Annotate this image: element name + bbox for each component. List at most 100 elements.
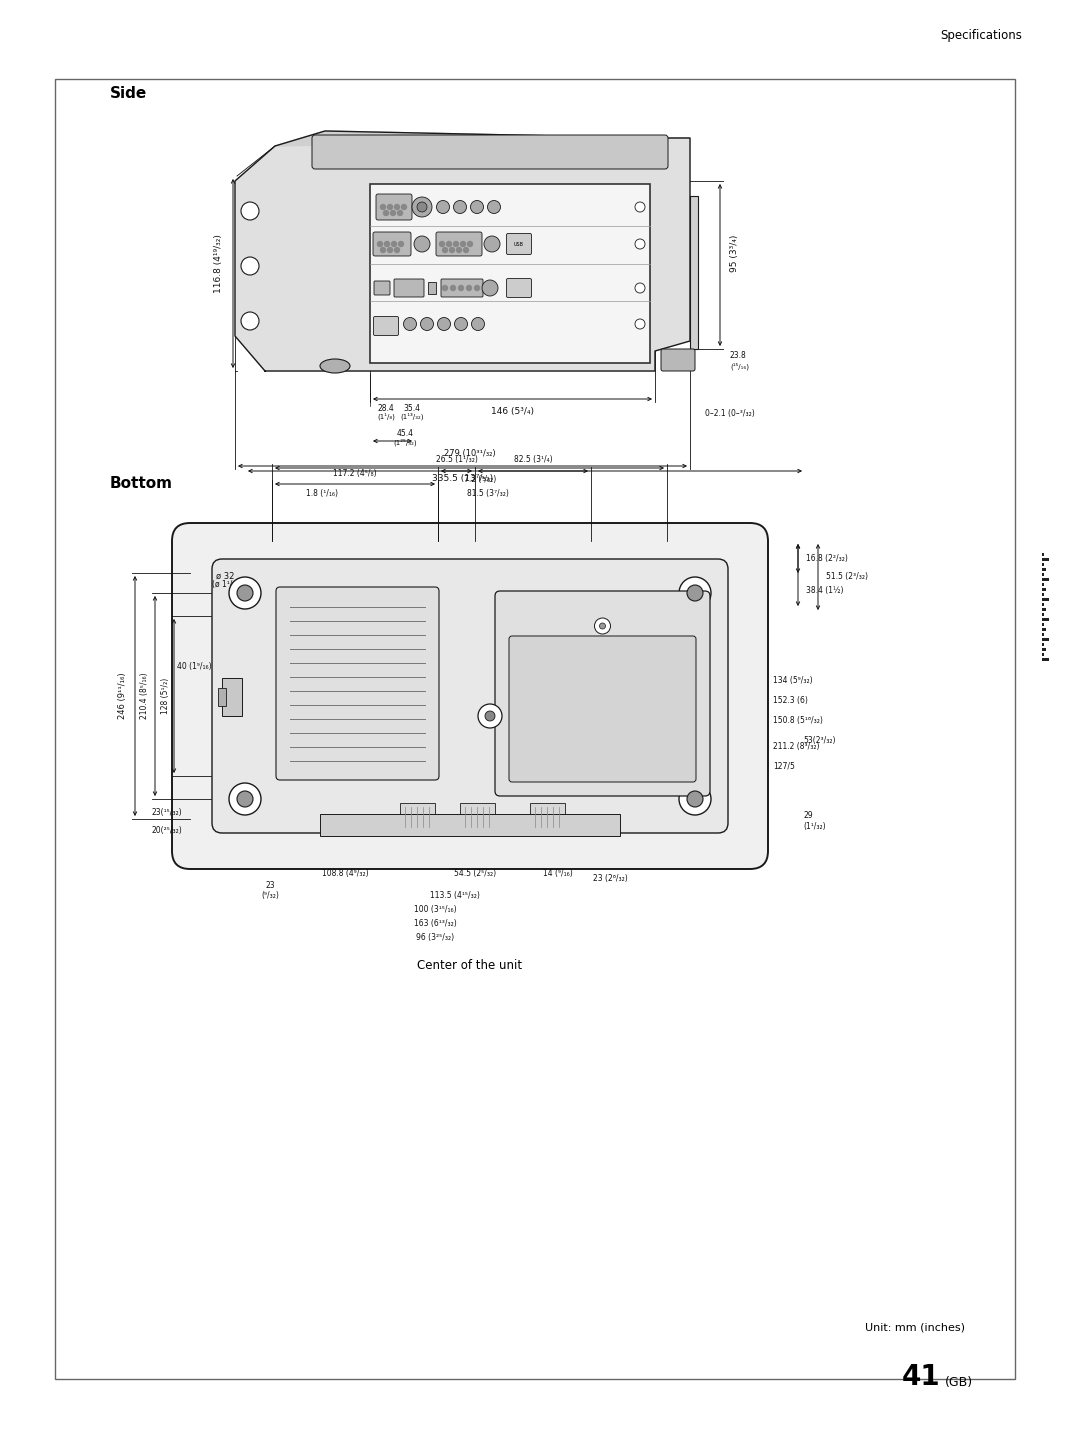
Circle shape <box>599 623 606 630</box>
Circle shape <box>391 242 396 246</box>
Circle shape <box>454 242 459 246</box>
Circle shape <box>443 285 447 291</box>
Circle shape <box>384 242 390 246</box>
Circle shape <box>484 236 500 252</box>
Bar <box>1042 623 1044 625</box>
Circle shape <box>380 205 386 209</box>
Text: 14 (⁹/₁₆): 14 (⁹/₁₆) <box>543 869 572 878</box>
Text: 23(¹⁵/₃₂): 23(¹⁵/₃₂) <box>151 808 183 817</box>
Bar <box>690 196 698 349</box>
Circle shape <box>437 317 450 330</box>
Circle shape <box>417 202 427 212</box>
Bar <box>1042 643 1044 646</box>
Bar <box>1042 602 1044 607</box>
Ellipse shape <box>320 359 350 373</box>
Text: 116.8 (4¹⁹/₃₂): 116.8 (4¹⁹/₃₂) <box>214 233 222 293</box>
Circle shape <box>482 280 498 295</box>
Text: 23
(⁹/₃₂): 23 (⁹/₃₂) <box>261 880 279 901</box>
Text: 51.5 (2³/₃₂): 51.5 (2³/₃₂) <box>826 572 868 582</box>
Circle shape <box>229 576 261 610</box>
Circle shape <box>241 256 259 275</box>
Circle shape <box>687 791 703 807</box>
Text: Unit: mm (inches): Unit: mm (inches) <box>865 1323 966 1333</box>
Text: 96 (3²⁵/₃₂): 96 (3²⁵/₃₂) <box>416 932 454 942</box>
Text: 108.8 (4⁹/₃₂): 108.8 (4⁹/₃₂) <box>322 869 368 878</box>
Circle shape <box>436 200 449 213</box>
Circle shape <box>487 200 500 213</box>
FancyBboxPatch shape <box>507 278 531 297</box>
Circle shape <box>420 317 433 330</box>
Text: 113.5 (4¹⁵/₃₂): 113.5 (4¹⁵/₃₂) <box>430 891 480 901</box>
Circle shape <box>449 248 455 252</box>
Bar <box>1042 618 1049 621</box>
Text: 95 (3³/₄): 95 (3³/₄) <box>730 235 739 272</box>
Text: 0–2.1 (0–³/₃₂): 0–2.1 (0–³/₃₂) <box>705 409 755 418</box>
Text: (1¹/₈): (1¹/₈) <box>377 414 395 421</box>
Text: 81.5 (3⁷/₃₂): 81.5 (3⁷/₃₂) <box>467 488 509 499</box>
Circle shape <box>635 318 645 329</box>
Text: Center of the unit: Center of the unit <box>418 960 523 973</box>
Text: 163 (6¹³/₃₂): 163 (6¹³/₃₂) <box>414 919 457 928</box>
Text: 26.5 (1¹/₃₂): 26.5 (1¹/₃₂) <box>435 455 477 464</box>
FancyBboxPatch shape <box>374 281 390 295</box>
Bar <box>55 79 1015 1379</box>
Bar <box>1042 578 1049 581</box>
Circle shape <box>471 200 484 213</box>
Circle shape <box>388 248 392 252</box>
Circle shape <box>414 236 430 252</box>
Text: 152.3 (6): 152.3 (6) <box>773 696 808 706</box>
Circle shape <box>687 585 703 601</box>
Bar <box>1042 648 1047 651</box>
Circle shape <box>454 200 467 213</box>
Circle shape <box>457 248 461 252</box>
Text: 146 (5³/₄): 146 (5³/₄) <box>491 406 534 416</box>
Bar <box>460 803 495 831</box>
Bar <box>428 282 436 294</box>
Text: (¹⁵/₁₆): (¹⁵/₁₆) <box>730 362 750 370</box>
FancyBboxPatch shape <box>441 280 483 297</box>
Text: 134 (5⁹/₃₂): 134 (5⁹/₃₂) <box>773 676 812 686</box>
Text: 23 (2⁶/₃₂): 23 (2⁶/₃₂) <box>593 875 627 883</box>
Text: 38.4 (1½): 38.4 (1½) <box>806 586 843 595</box>
Text: 41: 41 <box>902 1363 940 1391</box>
Bar <box>530 803 565 831</box>
Bar <box>1042 653 1044 656</box>
Text: 40 (1⁹/₁₆): 40 (1⁹/₁₆) <box>177 661 212 670</box>
Circle shape <box>388 205 392 209</box>
Circle shape <box>594 618 610 634</box>
Text: 150.8 (5¹⁶/₃₂): 150.8 (5¹⁶/₃₂) <box>773 716 823 725</box>
FancyBboxPatch shape <box>374 317 399 336</box>
Text: ø 32: ø 32 <box>216 572 234 581</box>
Circle shape <box>397 210 403 216</box>
Bar <box>400 803 435 831</box>
Polygon shape <box>235 131 690 370</box>
Bar <box>1042 628 1047 631</box>
Text: 23.8: 23.8 <box>730 352 746 360</box>
Circle shape <box>241 202 259 220</box>
Circle shape <box>443 248 447 252</box>
Text: (1²⁵/₃₂): (1²⁵/₃₂) <box>393 438 417 445</box>
Bar <box>1042 553 1044 556</box>
Circle shape <box>485 710 495 720</box>
Text: 53(2³/₃₂): 53(2³/₃₂) <box>804 736 836 745</box>
FancyBboxPatch shape <box>436 232 482 256</box>
Circle shape <box>460 242 465 246</box>
Text: 16.8 (2²/₃₂): 16.8 (2²/₃₂) <box>806 555 848 563</box>
Text: 28.4: 28.4 <box>378 403 394 414</box>
Circle shape <box>237 585 253 601</box>
Circle shape <box>474 285 480 291</box>
Text: 35.4: 35.4 <box>404 403 420 414</box>
Circle shape <box>394 248 400 252</box>
FancyBboxPatch shape <box>172 523 768 869</box>
Text: (GB): (GB) <box>945 1376 973 1389</box>
FancyBboxPatch shape <box>495 591 710 795</box>
Text: 7.2 (⁹/₃₂): 7.2 (⁹/₃₂) <box>464 476 496 484</box>
Circle shape <box>402 205 406 209</box>
Circle shape <box>404 317 417 330</box>
Bar <box>1042 574 1044 576</box>
Circle shape <box>241 313 259 330</box>
Bar <box>1042 594 1044 597</box>
Text: 20(²⁵/₃₂): 20(²⁵/₃₂) <box>151 827 183 836</box>
Circle shape <box>467 285 472 291</box>
Text: (1¹³/₃₂): (1¹³/₃₂) <box>401 414 423 421</box>
